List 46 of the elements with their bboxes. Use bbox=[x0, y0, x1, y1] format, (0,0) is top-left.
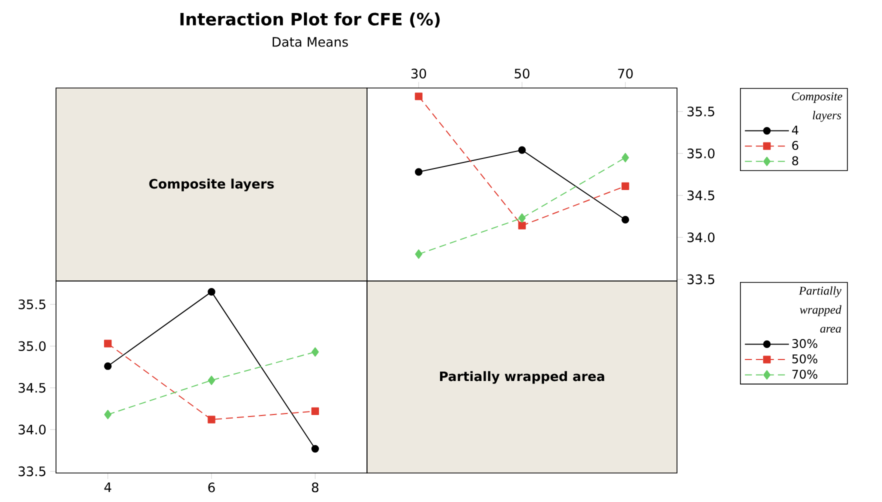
point bbox=[104, 362, 112, 370]
y-tick-label: 35.0 bbox=[688, 148, 714, 158]
legend-label: 6 bbox=[792, 140, 798, 150]
x-tick-label: 6 bbox=[208, 482, 215, 492]
point bbox=[518, 146, 526, 154]
x-axis-title: Partially wrapped area bbox=[440, 371, 604, 384]
y-tick-label: 34.5 bbox=[688, 190, 714, 200]
point bbox=[104, 340, 112, 348]
y-tick-label: 34.0 bbox=[688, 232, 714, 242]
legend-label: 50% bbox=[792, 354, 818, 364]
point bbox=[104, 410, 112, 420]
point bbox=[622, 152, 629, 162]
x-axis-title: Composite layers bbox=[149, 178, 274, 192]
x-tick-label: 70 bbox=[618, 68, 633, 78]
y-tick-label: 35.5 bbox=[18, 299, 46, 310]
legend-label: 70% bbox=[792, 370, 818, 379]
point bbox=[622, 216, 630, 224]
point bbox=[312, 347, 319, 357]
x-tick-label: 4 bbox=[104, 482, 112, 492]
point bbox=[622, 182, 630, 190]
point bbox=[208, 416, 216, 424]
legend-label: 8 bbox=[792, 156, 798, 166]
y-tick-label: 34.5 bbox=[18, 382, 46, 393]
x-tick-label: 8 bbox=[312, 482, 318, 492]
y-tick-label: 33.5 bbox=[18, 466, 46, 476]
point bbox=[208, 376, 216, 386]
point bbox=[311, 444, 319, 453]
x-tick-label: 50 bbox=[514, 68, 530, 78]
chart-title: Interaction Plot for CFE (%) bbox=[180, 12, 440, 28]
y-tick-label: 35.0 bbox=[18, 341, 46, 351]
point bbox=[208, 288, 216, 296]
legend-label: 4 bbox=[792, 126, 798, 134]
point bbox=[311, 407, 319, 416]
point bbox=[414, 92, 422, 100]
y-tick-label: 35.5 bbox=[688, 106, 714, 116]
legend-title: Composite layers bbox=[792, 92, 842, 122]
y-tick-label: 34.0 bbox=[18, 424, 46, 434]
point bbox=[414, 168, 422, 176]
x-tick-label: 30 bbox=[411, 68, 426, 78]
chart-subtitle: Data Means bbox=[272, 37, 348, 47]
point bbox=[415, 249, 422, 259]
legend-title: Partially wrapped area bbox=[798, 286, 842, 333]
point bbox=[518, 213, 526, 223]
point bbox=[518, 222, 526, 230]
legend-label: 30% bbox=[792, 339, 818, 348]
y-tick-label: 33.5 bbox=[688, 274, 714, 284]
